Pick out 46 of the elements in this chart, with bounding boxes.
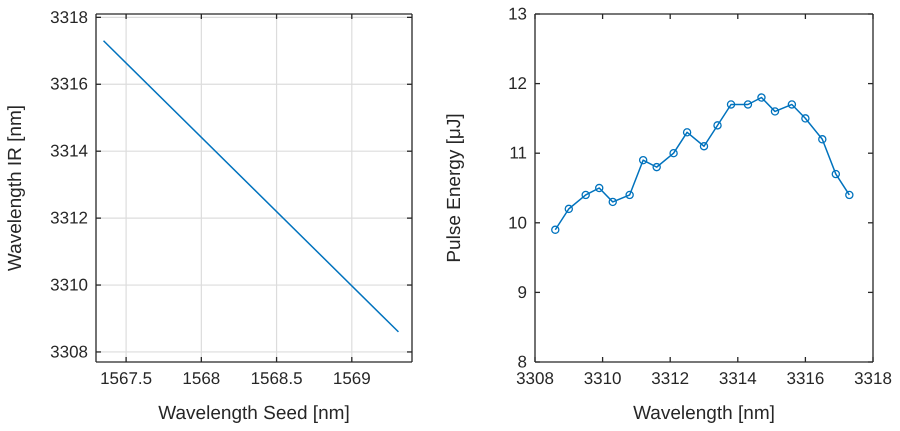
y-tick-label: 12: [508, 74, 527, 94]
x-tick-label: 3318: [854, 369, 892, 388]
x-tick-label: 1567.5: [100, 369, 152, 388]
y-tick-label: 3318: [50, 8, 88, 27]
point: [744, 100, 752, 109]
y-tick-label: 10: [508, 213, 527, 232]
point: [608, 198, 617, 206]
y-tick-label: 3308: [50, 342, 88, 362]
x-tick-label: 3316: [786, 369, 824, 388]
x-axis-title: Wavelength [nm]: [633, 403, 775, 424]
point: [818, 135, 827, 144]
x-tick-label: 3314: [718, 369, 757, 388]
point: [638, 156, 648, 164]
x-axis-title: Wavelength Seed [nm]: [158, 403, 350, 424]
y-tick-label: 3312: [50, 208, 88, 228]
point: [845, 190, 854, 200]
point: [652, 162, 661, 172]
point: [625, 190, 634, 200]
y-tick-label: 9: [518, 282, 527, 302]
y-tick-label: 8: [518, 352, 527, 372]
point: [564, 204, 574, 214]
y-axis-title: Wavelength IR [nm]: [5, 104, 26, 272]
point: [595, 184, 604, 192]
point: [551, 226, 560, 234]
point: [801, 114, 810, 123]
x-tick-label: 1569: [332, 369, 371, 388]
x-tick-label: 3310: [584, 369, 622, 388]
y-tick-label: 11: [509, 144, 527, 163]
point: [788, 100, 796, 109]
point: [581, 190, 590, 200]
point: [770, 107, 780, 116]
y-tick-label: 3316: [50, 74, 88, 94]
x-tick-label: 3312: [651, 369, 690, 388]
y-axis-title: Pulse Energy [μJ]: [444, 113, 465, 263]
x-tick-label: 1568: [182, 369, 220, 388]
point: [682, 128, 692, 137]
y-tick-label: 13: [508, 4, 527, 24]
x-tick-label: 1568.5: [250, 369, 303, 388]
point: [669, 148, 678, 158]
y-tick-label: 3310: [50, 275, 88, 294]
point: [726, 100, 736, 109]
y-tick-label: 3314: [50, 142, 88, 161]
point: [832, 170, 840, 178]
point: [700, 142, 708, 150]
point: [713, 121, 722, 130]
point: [757, 93, 766, 102]
